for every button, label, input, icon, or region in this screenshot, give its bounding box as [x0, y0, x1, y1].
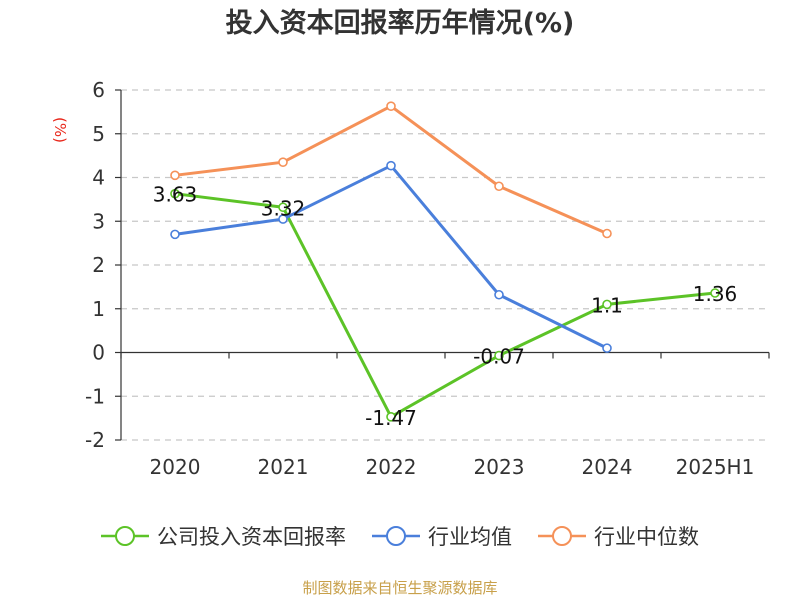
x-tick-label: 2023	[474, 455, 525, 479]
axes: -2 -1 0 1 2 3 4 5 6 2020 2021 2022 2023 2024 2025H1	[85, 78, 770, 479]
data-point	[494, 181, 504, 192]
data-label: 1.1	[591, 293, 623, 317]
data-label: 1.36	[693, 282, 738, 306]
legend-swatch-marker	[386, 526, 406, 546]
x-tick-label: 2020	[150, 455, 201, 479]
y-tick-label: 4	[92, 166, 105, 190]
y-tick-label: -2	[85, 428, 105, 452]
data-point	[386, 412, 396, 422]
data-label: 3.63	[153, 183, 198, 207]
x-tick-label: 2025H1	[676, 455, 755, 479]
data-point	[602, 228, 612, 239]
legend-label: 行业均值	[428, 525, 512, 549]
y-tick-label: 3	[92, 209, 105, 233]
source-note: 制图数据来自恒生聚源数据库	[302, 579, 498, 597]
series-line	[174, 164, 608, 350]
data-point	[170, 170, 180, 181]
legend-item[interactable]: 行业中位数	[538, 521, 699, 551]
y-tick-label: 0	[92, 341, 105, 365]
data-point	[494, 350, 504, 361]
data-label: -0.07	[473, 345, 525, 369]
y-tick-label: 5	[92, 122, 105, 146]
data-labels: 3.63 3.32 -1.47 -0.07 1.1 1.36	[153, 183, 738, 430]
legend-item[interactable]: 公司投入资本回报率	[101, 521, 346, 551]
legend-swatch-marker	[115, 526, 135, 546]
y-tick-label: -1	[85, 384, 105, 408]
data-point	[386, 101, 396, 111]
grid-lines	[121, 89, 769, 441]
legend: 公司投入资本回报率 行业均值 行业中位数	[0, 516, 800, 556]
y-tick-label: 2	[92, 253, 105, 277]
data-point	[170, 188, 180, 199]
legend-label: 公司投入资本回报率	[157, 525, 346, 549]
x-tick-label: 2024	[582, 455, 633, 479]
legend-item[interactable]: 行业均值	[372, 521, 512, 551]
data-point	[494, 289, 504, 300]
series-line	[174, 192, 716, 419]
x-tick-label: 2021	[258, 455, 309, 479]
series-lines	[170, 101, 720, 422]
data-point	[278, 214, 288, 224]
y-tick-label: 1	[92, 297, 105, 321]
data-point	[170, 229, 180, 240]
legend-swatch	[101, 526, 149, 546]
data-point	[602, 299, 612, 310]
x-tick-label: 2022	[366, 455, 417, 479]
data-point	[278, 157, 288, 167]
legend-swatch-marker	[552, 526, 572, 546]
legend-swatch	[538, 526, 586, 546]
legend-label: 行业中位数	[594, 525, 699, 549]
data-point	[278, 202, 288, 213]
chart-title: 投入资本回报率历年情况(%)	[225, 8, 575, 39]
y-tick-label: 6	[92, 78, 105, 102]
legend-swatch	[372, 526, 420, 546]
y-axis-label: (%)	[51, 117, 69, 143]
data-point	[602, 343, 612, 353]
data-label: 3.32	[261, 196, 306, 220]
data-point	[710, 288, 720, 298]
data-point	[386, 160, 396, 171]
data-label: -1.47	[365, 406, 417, 430]
